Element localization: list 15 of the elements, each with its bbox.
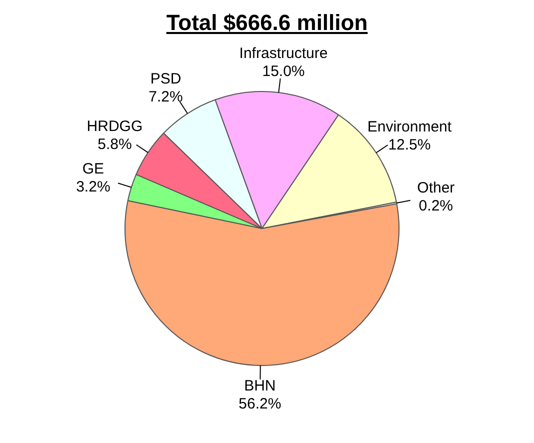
slice-label: Infrastructure <box>239 44 328 62</box>
data-label: 3.2% <box>76 178 110 196</box>
slice-label: Environment <box>367 118 452 136</box>
slice-label: HRDGG <box>86 118 143 136</box>
data-label: 5.8% <box>98 136 132 154</box>
data-label: 12.5% <box>388 136 431 154</box>
slice-label: GE <box>82 160 104 178</box>
data-label: 7.2% <box>148 88 183 106</box>
data-label: 56.2% <box>238 396 282 413</box>
slice-label: PSD <box>150 70 182 88</box>
data-label: 0.2% <box>418 198 453 215</box>
chart-title: Total $666.6 million <box>165 10 369 36</box>
data-label: 15.0% <box>262 62 305 80</box>
slice-label: Other <box>417 180 455 197</box>
slice-label: BHN <box>244 378 276 395</box>
